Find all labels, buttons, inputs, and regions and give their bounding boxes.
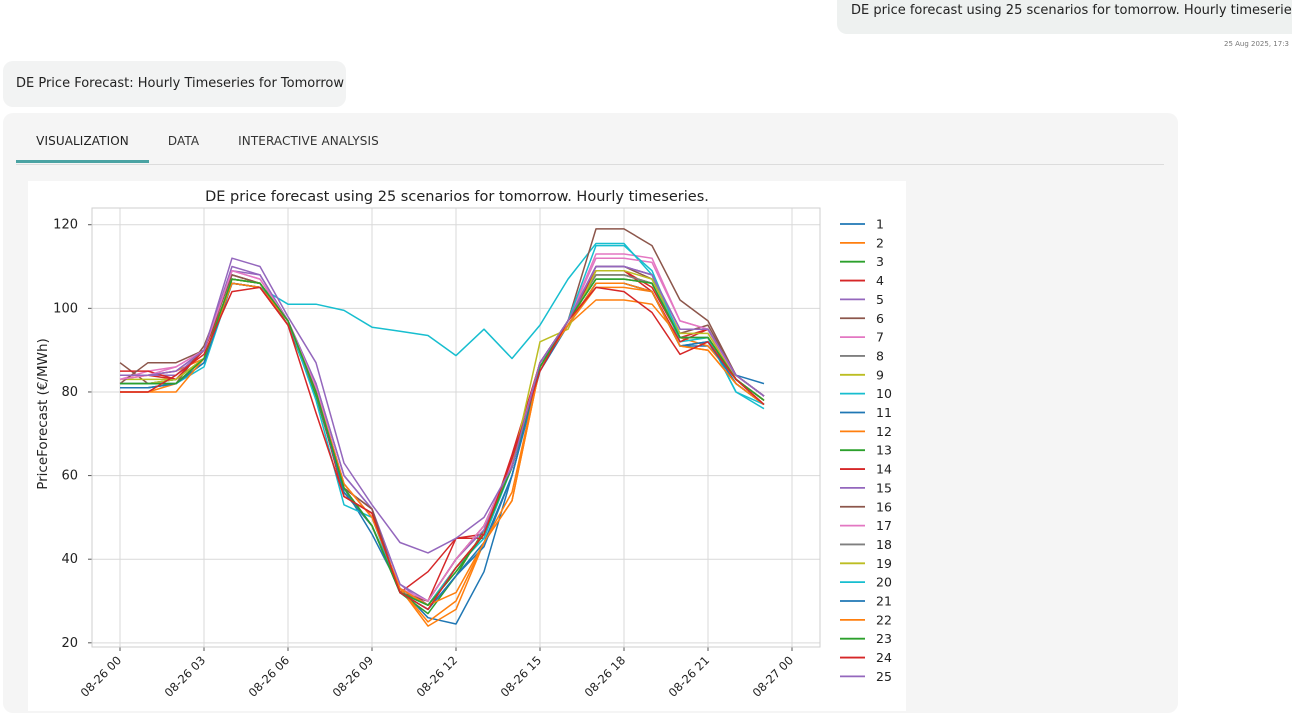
legend-label-22: 22: [876, 612, 892, 627]
response-title-bubble: DE Price Forecast: Hourly Timeseries for…: [3, 61, 346, 107]
y-tick-label: 100: [53, 301, 78, 316]
y-tick-label: 60: [61, 469, 78, 484]
y-tick-label: 40: [61, 552, 78, 567]
legend-label-15: 15: [876, 480, 892, 495]
y-tick-label: 80: [61, 385, 78, 400]
series-17-line: [119, 257, 765, 602]
series-25-line: [120, 257, 765, 554]
message-timestamp: 25 Aug 2025, 17:3: [1224, 40, 1290, 48]
legend-label-14: 14: [876, 462, 892, 477]
legend-label-18: 18: [876, 537, 892, 552]
legend-label-25: 25: [876, 669, 892, 684]
y-tick-label: 120: [53, 218, 78, 233]
tab-interactive-analysis[interactable]: INTERACTIVE ANALYSIS: [238, 134, 379, 148]
legend-label-7: 7: [876, 330, 884, 345]
series-21-line: [120, 282, 765, 611]
legend-label-13: 13: [876, 443, 892, 458]
axes: 20 40 60 80 100 120 08-26 00 08-26 03 08-26 06 08…: [53, 207, 821, 700]
x-tick-label: 08-27 00: [750, 653, 796, 699]
legend-label-21: 21: [876, 594, 892, 609]
legend-label-12: 12: [876, 424, 892, 439]
legend-label-24: 24: [876, 650, 892, 665]
x-tick-label: 08-26 00: [78, 653, 124, 699]
tab-visualization[interactable]: VISUALIZATION: [16, 120, 149, 163]
x-tick-label: 08-26 18: [582, 653, 628, 699]
user-message-text: DE price forecast using 25 scenarios for…: [851, 3, 1292, 18]
x-tick-label: 08-26 15: [498, 653, 544, 699]
response-title-text: DE Price Forecast: Hourly Timeseries for…: [16, 76, 344, 91]
plot-frame: [91, 207, 821, 648]
legend-label-9: 9: [876, 367, 884, 382]
legend-label-1: 1: [876, 217, 884, 232]
legend-label-10: 10: [876, 386, 892, 401]
tab-data[interactable]: DATA: [167, 134, 200, 148]
legend-label-20: 20: [876, 575, 892, 590]
legend-label-2: 2: [876, 235, 884, 250]
legend-label-6: 6: [876, 311, 884, 326]
legend-label-16: 16: [876, 499, 892, 514]
legend: 1234567891011121314151617181920212223242…: [840, 217, 892, 684]
chart-title: DE price forecast using 25 scenarios for…: [205, 189, 709, 205]
x-tick-label: 08-26 21: [666, 653, 712, 699]
series-11-line: [120, 282, 765, 611]
legend-label-8: 8: [876, 348, 884, 363]
legend-label-17: 17: [876, 518, 892, 533]
x-tick-label: 08-26 03: [162, 653, 208, 699]
y-axis-label: PriceForecast (€/MWh): [35, 338, 51, 490]
series-20-line: [120, 244, 765, 606]
price-forecast-chart: DE price forecast using 25 scenarios for…: [35, 189, 892, 700]
grid: [92, 208, 820, 647]
legend-label-5: 5: [876, 292, 884, 307]
x-tick-label: 08-26 12: [414, 653, 460, 699]
legend-label-3: 3: [876, 254, 884, 269]
series-24-line: [120, 286, 765, 611]
series-22-line: [120, 282, 765, 606]
legend-label-4: 4: [876, 273, 884, 288]
legend-label-23: 23: [876, 631, 892, 646]
legend-label-19: 19: [876, 556, 892, 571]
legend-label-11: 11: [876, 405, 892, 420]
tab-bar: VISUALIZATION DATA INTERACTIVE ANALYSIS: [16, 120, 1164, 165]
series-lines: [119, 228, 765, 627]
user-message-bubble: DE price forecast using 25 scenarios for…: [837, 0, 1292, 34]
x-tick-label: 08-26 09: [330, 653, 376, 699]
chart-container: DE price forecast using 25 scenarios for…: [28, 181, 906, 711]
y-tick-label: 20: [61, 636, 78, 651]
x-tick-label: 08-26 06: [246, 653, 292, 699]
